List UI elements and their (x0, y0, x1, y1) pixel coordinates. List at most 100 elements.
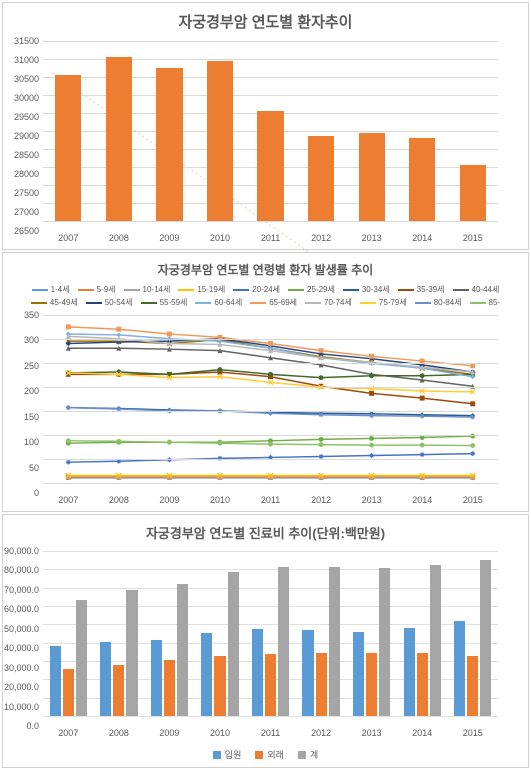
legend-label: 75-79세 (379, 297, 407, 308)
bar (76, 600, 87, 716)
legend-label: 25-29세 (307, 284, 335, 295)
chart3-y-axis: 0.010,000.020,000.030,000.040,000.050,00… (3, 551, 41, 726)
legend-line (32, 289, 48, 291)
x-tick: 2012 (296, 726, 347, 744)
bar (302, 630, 313, 716)
legend-label: 5-9세 (97, 284, 116, 295)
y-tick: 70,000.0 (4, 585, 39, 595)
grid-line (43, 483, 498, 484)
bar (353, 632, 364, 716)
grid-line (43, 435, 498, 436)
legend-label: 80-84세 (434, 297, 462, 308)
bar (126, 590, 137, 716)
grid-line (43, 221, 498, 222)
legend-item: 55-59세 (141, 297, 188, 308)
x-tick: 2008 (94, 231, 145, 249)
bar (252, 629, 263, 716)
bar-group (245, 551, 296, 716)
y-tick: 250 (24, 361, 39, 371)
bar (409, 138, 435, 221)
grid-line (43, 387, 498, 388)
bar (207, 61, 233, 221)
bar (113, 665, 124, 716)
bar (379, 568, 390, 716)
y-tick: 20,000.0 (4, 682, 39, 692)
x-tick: 2010 (195, 726, 246, 744)
x-tick: 2012 (296, 493, 347, 511)
y-tick: 40,000.0 (4, 643, 39, 653)
chart3-title: 자궁경부암 연도별 진료비 추이(단위:백만원) (3, 515, 528, 546)
legend-line (195, 302, 211, 304)
legend-label: 20-24세 (252, 284, 280, 295)
bar-slot (397, 41, 448, 221)
y-tick: 28000 (14, 169, 39, 179)
grid-line (43, 315, 498, 316)
bar (201, 633, 212, 716)
x-tick: 2013 (346, 726, 397, 744)
legend-line (141, 302, 157, 304)
bar-group (448, 551, 499, 716)
bar (308, 136, 334, 221)
y-tick: 29000 (14, 131, 39, 141)
bar-slot (448, 41, 499, 221)
legend-label: 10-14세 (143, 284, 171, 295)
legend-line (124, 289, 140, 291)
bar (430, 565, 441, 716)
bar (359, 133, 385, 221)
y-tick: 90,000.0 (4, 546, 39, 556)
bar-group (94, 551, 145, 716)
x-tick: 2008 (94, 726, 145, 744)
bar-group (296, 551, 347, 716)
chart3-legend: 입원외래계 (3, 744, 528, 767)
legend-item: 20-24세 (233, 284, 280, 295)
y-tick: 26500 (14, 226, 39, 236)
y-tick: 10,000.0 (4, 702, 39, 712)
bar (454, 621, 465, 716)
legend-line (233, 289, 249, 291)
y-tick: 0.0 (26, 721, 39, 731)
grid-line (43, 411, 498, 412)
legend-swatch-icon (255, 751, 263, 759)
legend-item: 15-19세 (178, 284, 225, 295)
bar (106, 57, 132, 221)
bar (366, 653, 377, 716)
legend-item: 50-54세 (86, 297, 133, 308)
bar (50, 646, 61, 716)
legend-line (360, 302, 376, 304)
bar (316, 653, 327, 716)
x-tick: 2013 (346, 493, 397, 511)
legend-item: 25-29세 (288, 284, 335, 295)
bar (265, 654, 276, 716)
bar-slot (43, 41, 94, 221)
legend-item: 입원 (213, 748, 242, 761)
patients-by-year-chart: 자궁경부암 연도별 환자추이 2650027000275002800028500… (2, 2, 529, 250)
bar (63, 669, 74, 716)
patients-by-age-year-chart: 자궁경부암 연도별 연령별 환자 발생률 추이 1-4세5-9세10-14세15… (2, 252, 529, 512)
legend-label: 35-39세 (417, 284, 445, 295)
chart2-plot-area (43, 315, 498, 483)
x-tick: 2012 (296, 231, 347, 249)
legend-line (86, 302, 102, 304)
y-tick: 0 (34, 488, 39, 498)
grid-line (43, 339, 498, 340)
legend-line (31, 302, 47, 304)
x-tick: 2014 (397, 493, 448, 511)
legend-swatch-icon (298, 751, 306, 759)
bar (467, 656, 478, 717)
chart2-title: 자궁경부암 연도별 연령별 환자 발생률 추이 (3, 253, 528, 282)
y-tick: 50,000.0 (4, 624, 39, 634)
legend-label: 외래 (267, 748, 284, 761)
chart2-legend: 1-4세5-9세10-14세15-19세20-24세25-29세30-34세35… (3, 282, 528, 310)
legend-item: 10-14세 (124, 284, 171, 295)
legend-item: 35-39세 (398, 284, 445, 295)
x-tick: 2009 (144, 726, 195, 744)
chart3-x-axis: 200720082009201020112012201320142015 (43, 726, 498, 744)
bar (228, 572, 239, 716)
legend-line (470, 302, 486, 304)
bar-slot (144, 41, 195, 221)
chart1-title: 자궁경부암 연도별 환자추이 (3, 3, 528, 36)
y-tick: 150 (24, 412, 39, 422)
bar-group (195, 551, 246, 716)
y-tick: 60,000.0 (4, 604, 39, 614)
y-tick: 28500 (14, 150, 39, 160)
